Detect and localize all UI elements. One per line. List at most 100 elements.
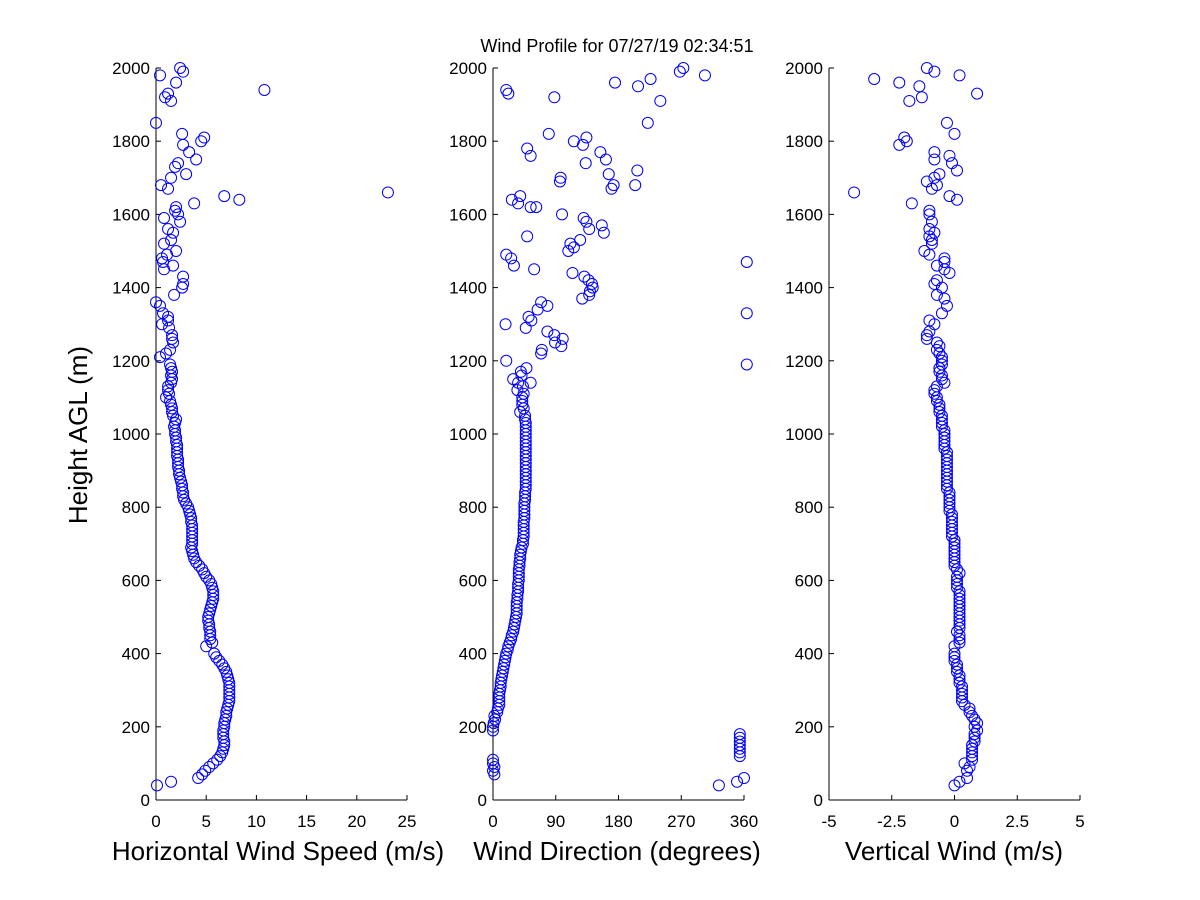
data-point xyxy=(203,761,216,774)
panel-wind-direction: Wind Direction (degrees) 0 200 400 600 800 10… xyxy=(449,59,761,866)
data-point xyxy=(499,651,512,664)
data-point xyxy=(196,563,209,576)
data-point xyxy=(920,329,933,342)
data-point xyxy=(740,307,753,320)
data-point xyxy=(166,332,179,345)
data-point xyxy=(971,724,984,737)
x-tick-label: 0 xyxy=(488,812,497,831)
x-tick-label: 360 xyxy=(730,812,758,831)
data-point xyxy=(162,223,175,236)
y-tick-label: 1800 xyxy=(785,132,823,151)
data-point xyxy=(935,413,948,426)
data-point xyxy=(629,179,642,192)
data-point xyxy=(580,131,593,144)
y-tick-label: 600 xyxy=(795,571,823,590)
data-point xyxy=(177,65,190,78)
data-point xyxy=(525,314,538,327)
data-point xyxy=(905,197,918,210)
data-point xyxy=(583,223,596,236)
data-point xyxy=(930,259,943,272)
y-tick-label: 1200 xyxy=(112,352,150,371)
data-point xyxy=(549,336,562,349)
data-point xyxy=(935,354,948,367)
data-point xyxy=(166,329,179,342)
data-point xyxy=(958,757,971,770)
data-point xyxy=(554,171,567,184)
data-point xyxy=(154,351,167,364)
data-point xyxy=(487,753,499,766)
data-point xyxy=(542,127,555,140)
data-point xyxy=(177,277,190,290)
data-point xyxy=(948,654,961,667)
data-point xyxy=(951,193,964,206)
data-point xyxy=(190,153,203,166)
data-point xyxy=(521,142,534,155)
y-tick-label: 1000 xyxy=(785,425,823,444)
data-point xyxy=(953,673,966,686)
data-point xyxy=(196,768,209,781)
data-point xyxy=(535,343,548,356)
y-tick-label: 1000 xyxy=(449,425,487,444)
data-point xyxy=(933,340,946,353)
data-point xyxy=(948,537,961,550)
data-point xyxy=(712,779,725,792)
data-point xyxy=(943,149,956,162)
data-point xyxy=(555,340,568,353)
data-point xyxy=(177,270,190,283)
data-point xyxy=(951,662,964,675)
data-point xyxy=(913,80,926,93)
data-point xyxy=(155,179,168,192)
data-point xyxy=(165,775,178,788)
data-point xyxy=(556,208,569,221)
data-point xyxy=(595,219,608,232)
data-point xyxy=(953,636,966,649)
data-point xyxy=(162,182,175,195)
data-point xyxy=(524,201,537,214)
data-point xyxy=(158,237,171,250)
data-point xyxy=(500,248,513,261)
data-point xyxy=(165,171,178,184)
data-point xyxy=(898,131,911,144)
data-point xyxy=(956,684,969,697)
data-point xyxy=(935,373,948,386)
data-point xyxy=(157,307,170,320)
data-point xyxy=(535,296,548,309)
x-tick-label: 10 xyxy=(247,812,266,831)
data-point xyxy=(951,658,964,671)
data-point xyxy=(553,175,566,188)
x-axis-label-horizontal-wind-speed: Horizontal Wind Speed (m/s) xyxy=(112,836,444,866)
data-point xyxy=(940,453,953,466)
data-point xyxy=(631,164,644,177)
data-point xyxy=(945,508,958,521)
y-tick-label: 1600 xyxy=(785,205,823,224)
data-point xyxy=(609,76,622,89)
data-point xyxy=(938,292,951,305)
data-point xyxy=(162,384,175,397)
data-point xyxy=(915,91,928,104)
data-point xyxy=(199,764,212,777)
data-point xyxy=(579,157,592,170)
data-point xyxy=(893,76,906,89)
data-point xyxy=(548,329,561,342)
data-point xyxy=(930,395,943,408)
data-point xyxy=(644,72,657,85)
data-point xyxy=(945,515,958,528)
x-tick-label: 0 xyxy=(950,812,959,831)
data-point xyxy=(971,87,984,100)
data-point xyxy=(928,146,941,159)
data-point xyxy=(170,201,183,214)
y-tick-label: 600 xyxy=(122,571,150,590)
data-point xyxy=(928,65,941,78)
data-point xyxy=(580,215,593,228)
data-point xyxy=(258,83,271,96)
data-point xyxy=(583,288,596,301)
data-point xyxy=(487,757,499,770)
data-point xyxy=(488,709,501,722)
data-point xyxy=(162,380,175,393)
data-point xyxy=(654,94,667,107)
data-point xyxy=(632,80,645,93)
x-tick-label: 270 xyxy=(667,812,695,831)
data-point xyxy=(933,402,946,415)
x-axis-label-wind-direction: Wind Direction (degrees) xyxy=(473,836,761,866)
